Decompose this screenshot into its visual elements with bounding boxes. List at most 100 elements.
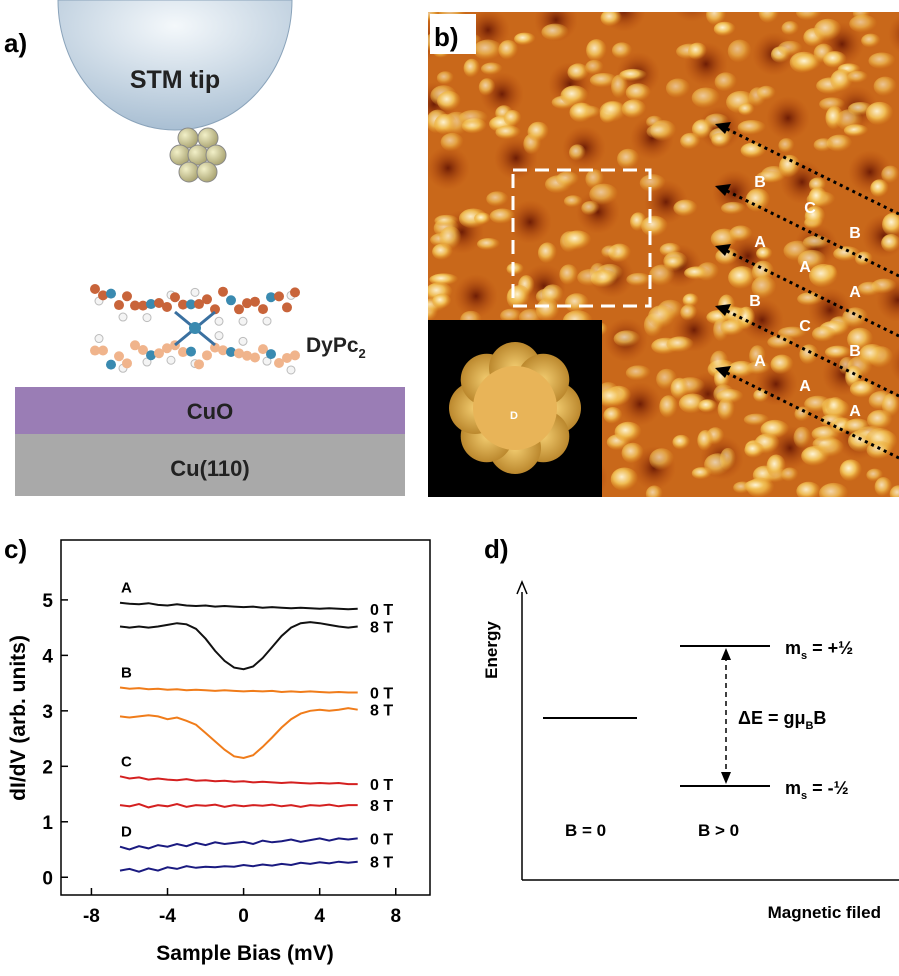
atom (250, 353, 260, 363)
y-axis-label: Energy (482, 621, 501, 679)
stm-feature (814, 138, 834, 151)
inset-molecule (449, 342, 581, 474)
stm-feature (564, 195, 583, 207)
atom (266, 349, 276, 359)
atom (194, 359, 204, 369)
stm-feature (649, 448, 674, 470)
stm-feature (728, 40, 752, 63)
atom (202, 350, 212, 360)
panel-d: d) Energy Magnetic filed B = 0 B > 0 ΔE … (482, 534, 899, 922)
group-label: D (121, 824, 132, 841)
stm-feature (823, 51, 847, 68)
stm-feature (589, 184, 618, 206)
panel-label: a) (4, 28, 27, 58)
stm-feature (459, 110, 488, 126)
stm-feature (507, 263, 524, 275)
stm-feature (434, 114, 457, 135)
stm-feature (812, 426, 841, 442)
stm-feature (439, 226, 461, 250)
m: m (785, 638, 801, 658)
stm-feature (761, 420, 790, 439)
atom (186, 347, 196, 357)
stm-feature (874, 77, 897, 97)
stm-feature (556, 171, 579, 186)
stm-feature (870, 179, 889, 197)
stm-feature (796, 482, 821, 501)
m: m (785, 778, 801, 798)
series-line (120, 708, 358, 758)
field-label: B > 0 (698, 821, 739, 840)
group-label: C (121, 753, 132, 770)
atom (98, 345, 108, 355)
stm-feature (432, 294, 451, 309)
y-tick-label: 1 (42, 813, 53, 834)
figure: a) STM tip DyPc2 CuO Cu(110) BCBAAABCBAA… (0, 0, 899, 971)
stm-feature (848, 71, 869, 83)
atom (215, 317, 223, 325)
splitting-sub: B (805, 720, 813, 732)
stm-feature (861, 34, 880, 48)
stm-feature (565, 293, 589, 313)
stm-feature (738, 120, 766, 135)
cu-label: Cu(110) (170, 456, 249, 481)
stm-feature (814, 19, 842, 41)
stm-feature (599, 388, 626, 408)
stm-feature (849, 15, 877, 33)
series-label: 8 T (370, 855, 393, 872)
stm-feature (542, 284, 564, 304)
stm-feature (684, 266, 710, 279)
cuo-label: CuO (187, 399, 233, 424)
group-label: B (121, 665, 132, 682)
site-label: A (754, 234, 766, 251)
stm-feature (626, 273, 651, 286)
site-label: B (749, 293, 761, 310)
stm-feature (794, 427, 812, 449)
atom (234, 304, 244, 314)
stm-feature (559, 264, 578, 285)
atom (106, 289, 116, 299)
stm-feature (541, 24, 568, 41)
stm-feature (479, 78, 496, 96)
stm-tip (58, 0, 292, 130)
stm-feature (473, 40, 503, 61)
atom (290, 350, 300, 360)
stm-feature (782, 21, 800, 35)
stm-feature (464, 59, 480, 78)
series-line (120, 688, 358, 693)
atom (106, 360, 116, 370)
stm-feature (680, 304, 697, 320)
stm-hole (766, 96, 810, 140)
stm-feature (648, 305, 676, 328)
stm-feature (646, 486, 663, 503)
stm-feature (564, 231, 592, 250)
stm-feature (821, 414, 846, 427)
atom (114, 351, 124, 361)
atom (90, 284, 100, 294)
x-tick-label: 0 (238, 906, 249, 927)
atom (287, 366, 295, 374)
stm-feature (528, 122, 549, 142)
tip-atoms (170, 128, 226, 182)
stm-feature (714, 22, 736, 37)
stm-feature (804, 396, 831, 413)
site-label: C (804, 200, 816, 217)
stm-feature (875, 477, 893, 496)
series-line (120, 622, 358, 669)
stm-feature (867, 410, 893, 430)
inset-label: D (510, 410, 518, 422)
y-tick-label: 2 (42, 757, 53, 778)
stm-feature (680, 133, 701, 149)
stm-feature (738, 103, 754, 115)
atom (239, 337, 247, 345)
stm-feature (666, 78, 690, 98)
stm-feature (672, 435, 690, 450)
stm-feature (753, 389, 769, 402)
series-label: 0 T (370, 831, 393, 848)
atom (250, 297, 260, 307)
splitting-label: ΔE = gμBB (738, 708, 826, 732)
site-label: A (849, 403, 861, 420)
stm-feature (434, 215, 458, 227)
stm-feature (666, 336, 694, 352)
splitting-text: B (813, 708, 826, 728)
